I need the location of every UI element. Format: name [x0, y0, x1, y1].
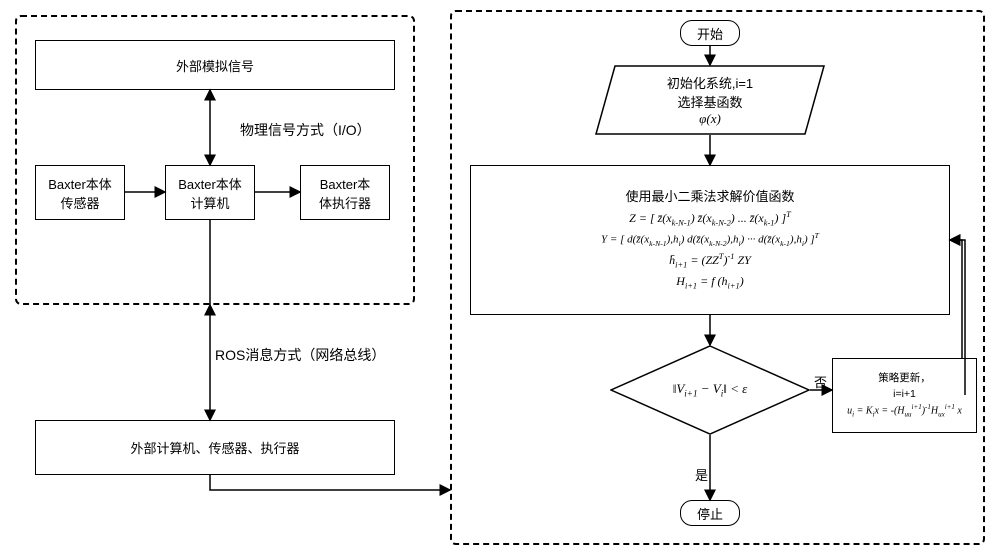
update-eq: ui = Kix = -(Huui+1)-1Huxi+1 x: [847, 402, 962, 420]
update-box: 策略更新， i=i+1 ui = Kix = -(Huui+1)-1Huxi+1…: [832, 358, 977, 433]
init-line1: 初始化系统,i=1: [667, 73, 753, 92]
converge-diamond: ‖Vi+1 − Vi‖ < ε: [610, 345, 810, 435]
lsq-eq4: Hi+1 = f (hi+1): [676, 272, 743, 293]
ext-computer-box: 外部计算机、传感器、执行器: [35, 420, 395, 475]
computer-box: Baxter本体 计算机: [165, 165, 255, 220]
lsq-eq3: h̄i+1 = (ZZT)-1 ZY: [669, 250, 751, 272]
update-title: 策略更新，: [878, 371, 931, 387]
ext-signal-label: 外部模拟信号: [176, 56, 254, 75]
stop-label: 停止: [697, 504, 723, 523]
yes-label: 是: [695, 465, 708, 484]
lsq-title: 使用最小二乘法求解价值函数: [625, 187, 794, 208]
sensor-label: Baxter本体 传感器: [48, 174, 112, 212]
actuator-label: Baxter本 体执行器: [319, 174, 371, 212]
actuator-box: Baxter本 体执行器: [300, 165, 390, 220]
init-phi: φ(x): [667, 111, 753, 127]
start-terminator: 开始: [680, 20, 740, 46]
sensor-box: Baxter本体 传感器: [35, 165, 125, 220]
update-line2: i=i+1: [893, 387, 916, 403]
computer-label: Baxter本体 计算机: [178, 174, 242, 212]
start-label: 开始: [697, 24, 723, 43]
lsq-box: 使用最小二乘法求解价值函数 Z = [ z̄(xk-N-1) z̄(xk-N-2…: [470, 165, 950, 315]
ros-label: ROS消息方式（网络总线）: [215, 345, 385, 365]
stop-terminator: 停止: [680, 500, 740, 526]
converge-text: ‖Vi+1 − Vi‖ < ε: [673, 381, 748, 399]
io-label: 物理信号方式（I/O）: [240, 120, 371, 140]
init-parallelogram: 初始化系统,i=1 选择基函数 φ(x): [595, 65, 825, 135]
ext-signal-box: 外部模拟信号: [35, 40, 395, 90]
lsq-eq1: Z = [ z̄(xk-N-1) z̄(xk-N-2) ... z̄(xk-1)…: [629, 208, 791, 230]
lsq-eq2: Y = [ d(z̄(xk-N-1),hi) d(z̄(xk-N-2),hi) …: [601, 230, 819, 250]
init-line2: 选择基函数: [667, 92, 753, 111]
ext-computer-label: 外部计算机、传感器、执行器: [130, 438, 299, 457]
no-label: 否: [814, 372, 827, 391]
